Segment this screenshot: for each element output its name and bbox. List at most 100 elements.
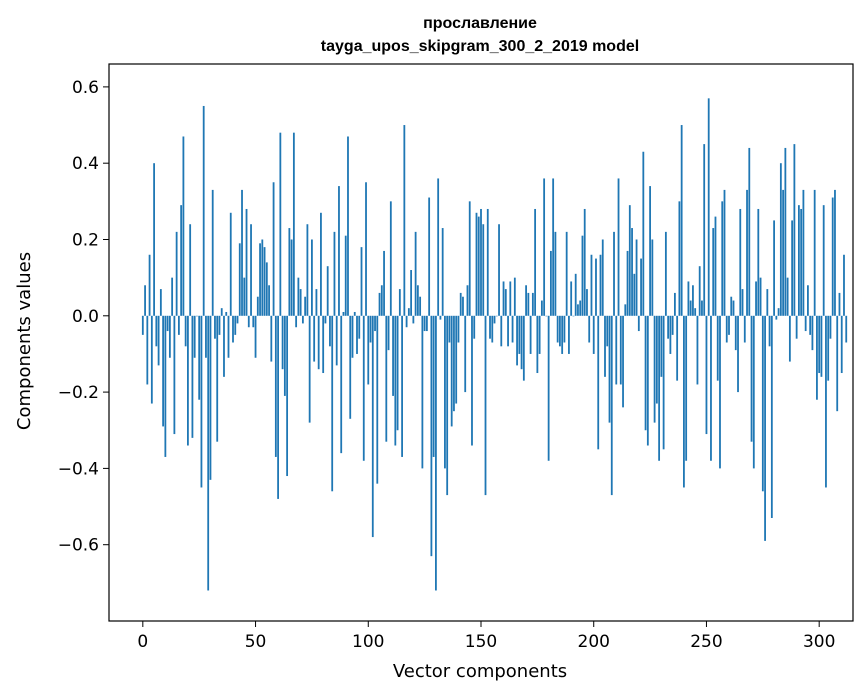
bar xyxy=(743,315,746,343)
bar xyxy=(471,315,473,446)
bar xyxy=(696,315,699,385)
bar xyxy=(166,315,169,332)
x-axis-label: Vector components xyxy=(393,661,567,682)
bar xyxy=(498,224,500,316)
bar xyxy=(189,224,192,316)
bar xyxy=(831,197,834,316)
bar xyxy=(392,315,394,396)
bar xyxy=(737,315,739,393)
bar xyxy=(356,315,358,354)
bar xyxy=(437,178,440,316)
bar xyxy=(288,228,291,316)
bar xyxy=(509,281,512,316)
bar xyxy=(432,315,435,457)
bar xyxy=(272,182,275,316)
bar xyxy=(455,315,458,404)
bar xyxy=(281,315,284,370)
bar xyxy=(362,315,365,461)
bar xyxy=(520,315,523,370)
bar xyxy=(416,285,419,316)
bar xyxy=(807,285,809,316)
bar xyxy=(583,208,586,316)
bar xyxy=(640,258,642,316)
bar xyxy=(507,315,509,347)
bar xyxy=(401,315,403,457)
bar xyxy=(396,315,399,431)
bar xyxy=(572,315,575,317)
bar xyxy=(784,147,787,316)
bar xyxy=(522,315,525,381)
bar xyxy=(725,315,728,343)
bar xyxy=(845,315,848,343)
bar xyxy=(299,289,302,316)
bar xyxy=(477,216,480,316)
bar xyxy=(383,250,385,316)
x-tick-label: 100 xyxy=(352,632,384,652)
bar xyxy=(378,292,381,316)
bar xyxy=(493,315,496,324)
bar xyxy=(457,315,460,343)
bar xyxy=(389,201,392,316)
bar xyxy=(459,292,462,316)
bar xyxy=(685,315,688,461)
bar xyxy=(795,315,798,339)
bar xyxy=(387,315,390,351)
bar xyxy=(184,315,187,347)
x-tick-label: 0 xyxy=(137,632,148,652)
y-axis-label: Components values xyxy=(14,252,35,430)
bar xyxy=(480,208,482,316)
bar xyxy=(793,144,796,316)
bar xyxy=(633,273,636,316)
bar xyxy=(315,289,318,316)
bar xyxy=(146,315,149,385)
bar xyxy=(202,105,205,316)
bar xyxy=(615,315,618,385)
bar xyxy=(473,315,476,339)
bar xyxy=(827,315,830,381)
bar xyxy=(491,315,494,343)
bar xyxy=(800,208,803,316)
bar xyxy=(653,315,656,423)
bar xyxy=(340,315,343,454)
bar xyxy=(538,315,541,354)
bar xyxy=(441,228,444,316)
bar xyxy=(241,189,243,316)
bar xyxy=(412,315,415,324)
bar xyxy=(712,228,715,316)
bar xyxy=(646,315,649,446)
chart-subtitle: tayga_upos_skipgram_300_2_2019 model xyxy=(321,38,639,55)
bar xyxy=(157,315,160,366)
bar xyxy=(263,247,266,316)
bar xyxy=(198,315,201,400)
bar xyxy=(723,189,726,316)
y-axis-ticks: −0.6 −0.4 −0.2 0.0 0.2 0.4 0.6 xyxy=(58,78,109,556)
bar xyxy=(604,315,606,377)
bar xyxy=(290,239,293,316)
bar xyxy=(205,315,207,358)
bar xyxy=(766,289,769,316)
bar xyxy=(678,201,681,316)
bar xyxy=(622,315,624,408)
bar xyxy=(486,208,489,316)
bar xyxy=(448,315,451,343)
bar xyxy=(588,315,591,343)
bar xyxy=(590,254,593,316)
bar xyxy=(171,277,174,316)
bar xyxy=(662,315,665,450)
bar xyxy=(495,315,498,317)
bar xyxy=(218,315,221,335)
y-tick-label: −0.4 xyxy=(58,459,99,479)
bar xyxy=(295,315,298,328)
bar xyxy=(311,239,313,316)
bar xyxy=(216,315,219,442)
bar xyxy=(577,304,579,316)
bar xyxy=(342,311,345,316)
bar xyxy=(840,315,843,374)
bar xyxy=(631,228,633,316)
bar xyxy=(500,315,503,347)
bar xyxy=(818,315,821,374)
bar xyxy=(259,243,261,316)
bar xyxy=(721,201,724,316)
bar xyxy=(613,231,615,316)
bar xyxy=(579,300,582,316)
